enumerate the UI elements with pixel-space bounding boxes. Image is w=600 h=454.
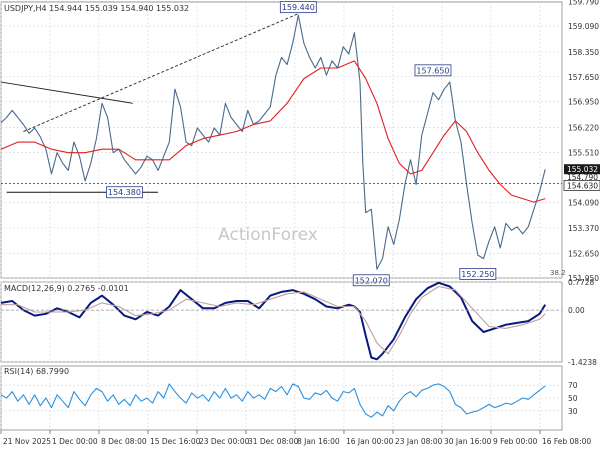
y-tick-label: 70 — [568, 381, 578, 390]
x-tick-label: 21 Nov 2025 — [3, 437, 51, 446]
fib-level-label: 38.2 — [550, 269, 566, 277]
current-price-tag — [564, 164, 600, 175]
y-tick-label: 152.650 — [568, 249, 599, 258]
x-tick-label: 8 Jan 16:00 — [297, 437, 340, 446]
price-annotation-box — [352, 274, 390, 287]
x-tick-label: 30 Jan 16:00 — [444, 437, 492, 446]
rsi-panel: 70 50 30 — [0, 365, 578, 431]
macd-panel: 0.7728 0.00 -1.4238 — [0, 278, 597, 367]
x-tick-label: 23 Dec 00:00 — [199, 437, 250, 446]
watermark: ActionForex — [218, 225, 318, 245]
series-line-signal — [1, 285, 546, 355]
x-tick-label: 8 Dec 08:00 — [101, 437, 147, 446]
price-panel: 159.790 159.090 158.350 157.650 156.950 156.2… — [0, 0, 600, 287]
y-tick-label: 154.090 — [568, 198, 599, 207]
rsi-panel-header: RSI(14) 68.7990 — [4, 367, 69, 376]
level-price-tag — [563, 180, 600, 191]
x-tick-label: 9 Feb 00:00 — [493, 437, 538, 446]
time-axis: 21 Nov 2025 1 Dec 00:00 8 Dec 08:00 15 Dec … — [0, 430, 591, 446]
price-annotation-label: 159.440 — [282, 3, 315, 12]
x-tick-label: 15 Dec 16:00 — [150, 437, 201, 446]
y-tick-label: 156.220 — [568, 123, 599, 132]
x-tick-label: 16 Feb 08:00 — [542, 437, 591, 446]
x-tick-label: 1 Dec 00:00 — [52, 437, 98, 446]
price-annotation-box — [279, 1, 317, 14]
y-tick-label: 153.370 — [568, 224, 599, 233]
macd-panel-header: MACD(12,26,9) 0.2765 -0.0101 — [4, 284, 129, 293]
series-line-close — [0, 14, 546, 270]
price-annotation-box — [106, 186, 143, 199]
y-tick-label: 30 — [568, 407, 578, 416]
y-tick-label: 158.350 — [568, 48, 599, 57]
y-tick-label: 155.510 — [568, 148, 599, 157]
y-tick-label: 159.090 — [568, 22, 599, 31]
price-annotation-label: 157.650 — [416, 66, 449, 75]
price-panel-header: USDJPY,H4 154.944 155.039 154.940 155.03… — [4, 4, 189, 13]
price-annotation-box — [414, 64, 452, 77]
price-annotation-label: 152.250 — [461, 270, 494, 279]
y-tick-label: 156.950 — [568, 98, 599, 107]
price-annotation-box — [459, 268, 497, 280]
series-line-rsi — [0, 383, 546, 418]
y-tick-label: 0.00 — [568, 306, 585, 315]
x-tick-label: 23 Jan 08:00 — [395, 437, 443, 446]
level-price-label: 154.630 — [567, 181, 598, 190]
x-tick-label: 31 Dec 08:00 — [248, 437, 299, 446]
series-line-moving-average — [0, 60, 546, 203]
trendline-descending — [0, 81, 133, 104]
current-price-label: 155.032 — [567, 165, 598, 174]
price-annotation-label: 154.380 — [108, 188, 141, 197]
y-tick-label: 0.7728 — [568, 278, 594, 287]
y-tick-label: 151.950 — [568, 274, 599, 283]
price-annotation-label: 152.070 — [355, 276, 388, 285]
y-tick-label: 50 — [568, 394, 578, 403]
price-tag-label: 154.790 — [567, 173, 598, 182]
y-tick-label: -1.4238 — [568, 358, 597, 367]
y-tick-label: 159.790 — [568, 0, 599, 6]
x-tick-label: 16 Jan 00:00 — [346, 437, 394, 446]
y-tick-label: 157.650 — [568, 73, 599, 82]
